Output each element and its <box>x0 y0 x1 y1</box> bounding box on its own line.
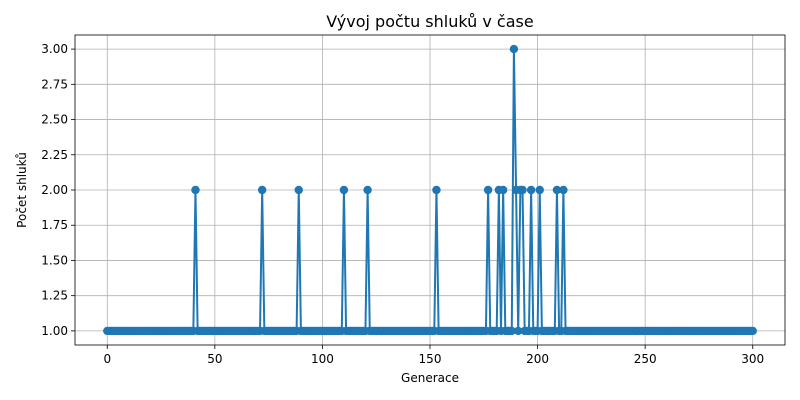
series-markers <box>103 44 757 336</box>
x-tick-label: 200 <box>526 352 549 366</box>
data-point <box>559 185 568 195</box>
y-tick-label: 1.00 <box>41 324 68 338</box>
data-point <box>518 185 527 195</box>
data-point <box>432 185 441 195</box>
chart-title: Vývoj počtu shluků v čase <box>326 12 533 31</box>
data-point <box>514 326 523 336</box>
x-axis-ticks: 0 50 100 150 200 250 300 <box>103 345 764 366</box>
x-tick-label: 300 <box>741 352 764 366</box>
x-tick-label: 150 <box>419 352 442 366</box>
data-point <box>339 185 349 195</box>
x-tick-label: 250 <box>634 352 657 366</box>
data-point <box>748 326 757 336</box>
y-tick-label: 1.50 <box>41 253 68 267</box>
y-axis-ticks: 1.00 1.25 1.50 1.75 2.00 2.25 2.50 2.75 3.00 <box>41 42 75 338</box>
x-tick-label: 50 <box>207 352 222 366</box>
data-point <box>509 44 519 54</box>
x-tick-label: 0 <box>103 352 111 366</box>
data-point <box>526 185 536 195</box>
x-axis-label: Generace <box>401 371 459 385</box>
y-tick-label: 2.00 <box>41 183 68 197</box>
y-axis-label: Počet shluků <box>15 152 29 228</box>
data-point <box>191 185 200 195</box>
data-point <box>363 185 372 195</box>
data-point <box>257 185 267 195</box>
y-tick-label: 2.50 <box>41 113 68 127</box>
data-point <box>535 185 544 195</box>
x-tick-label: 100 <box>311 352 334 366</box>
y-tick-label: 2.75 <box>41 77 68 91</box>
y-tick-label: 1.75 <box>41 218 68 232</box>
data-point <box>552 185 562 195</box>
data-point <box>507 326 516 336</box>
y-tick-label: 3.00 <box>41 42 68 56</box>
data-point <box>498 185 508 195</box>
y-tick-label: 2.25 <box>41 148 68 162</box>
data-point <box>294 185 303 195</box>
data-point <box>483 185 493 195</box>
y-tick-label: 1.25 <box>41 289 68 303</box>
